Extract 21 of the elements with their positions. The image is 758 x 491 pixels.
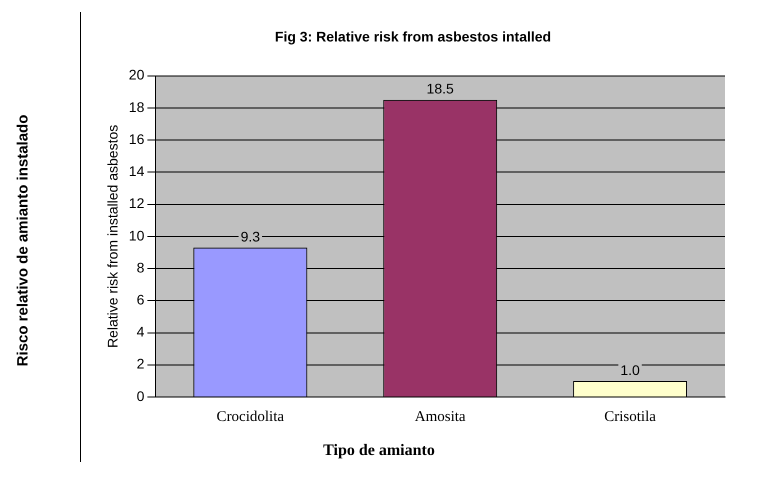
chart-title: Fig 3: Relative risk from asbestos intalled: [274, 28, 552, 44]
y-tick-label: 2: [136, 356, 145, 372]
y-tick-label: 0: [136, 388, 145, 404]
x-tick-label: Crocidolita: [216, 408, 284, 425]
text: Risco relativo de amianto instalado: [14, 114, 32, 366]
y-tick-label: 4: [136, 324, 145, 340]
y-tick-label: 18: [128, 98, 145, 115]
y-tick-label: 10: [128, 227, 145, 244]
y-axis-title: Relative risk from installed asbestos: [104, 124, 120, 348]
x-axis-title: Tipo de amianto: [322, 442, 436, 460]
y-tick-label: 12: [128, 195, 145, 212]
y-tick-label: 14: [128, 163, 145, 180]
data-label: 1.0: [620, 362, 640, 378]
data-label: 18.5: [426, 80, 454, 97]
y-tick-label: 16: [128, 130, 145, 147]
x-tick-label: Crisotila: [604, 408, 656, 425]
data-label: 9.3: [240, 228, 260, 244]
y-tick-label: 8: [136, 259, 145, 276]
y-tick-label: 6: [136, 292, 145, 308]
x-tick-label: Amosita: [414, 408, 466, 425]
y-tick-label: 20: [128, 66, 145, 83]
